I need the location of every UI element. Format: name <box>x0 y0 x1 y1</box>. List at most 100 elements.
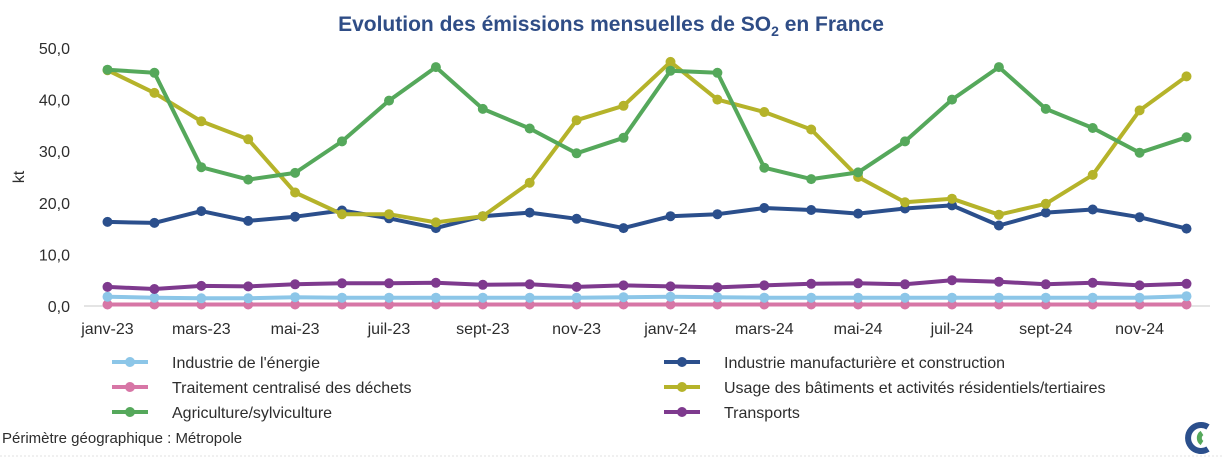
data-point <box>1087 277 1098 288</box>
data-point <box>571 148 582 159</box>
data-point <box>1134 212 1145 223</box>
data-point <box>290 187 301 198</box>
data-point <box>1040 198 1051 209</box>
data-point <box>947 275 957 286</box>
data-point <box>290 299 301 310</box>
data-point <box>900 136 910 147</box>
data-point <box>290 211 301 222</box>
chart-title-subscript: 2 <box>771 23 779 39</box>
data-point <box>618 132 629 143</box>
legend-item: Traitement centralisé des déchets <box>112 380 412 397</box>
x-tick-label: juil-24 <box>930 321 974 338</box>
data-point <box>665 281 676 292</box>
x-tick-label: janv-23 <box>80 321 134 338</box>
y-tick-label: 10,0 <box>39 247 70 264</box>
data-point <box>571 115 582 126</box>
data-point <box>618 292 629 303</box>
series-1 <box>102 200 1192 234</box>
data-point <box>853 292 864 303</box>
data-point <box>1087 123 1098 133</box>
data-point <box>477 279 488 290</box>
legend-item: Usage des bâtiments et activités résiden… <box>664 380 1106 397</box>
data-point <box>524 123 535 134</box>
data-point <box>665 211 676 222</box>
x-tick-labels: janv-23 mars-23 mai-23 juil-23 sept-23 nov-23… <box>80 321 1164 338</box>
data-point <box>993 209 1004 220</box>
x-tick-label: nov-23 <box>552 321 601 338</box>
data-point <box>149 284 160 294</box>
data-point <box>900 292 910 303</box>
y-tick-labels: 0,0 10,0 20,0 30,0 40,0 50,0 <box>39 41 70 316</box>
data-point <box>806 124 817 135</box>
legend-swatch-marker <box>677 407 687 417</box>
data-point <box>477 103 488 114</box>
legend-label: Agriculture/sylviculture <box>172 405 332 422</box>
data-point <box>993 292 1004 303</box>
data-point <box>337 209 347 220</box>
data-point <box>290 167 301 178</box>
data-point <box>759 203 770 213</box>
data-point <box>1181 132 1192 143</box>
data-point <box>712 292 723 303</box>
data-point <box>102 216 113 227</box>
data-point <box>524 279 535 290</box>
data-point <box>618 299 629 310</box>
data-point <box>1087 292 1098 303</box>
data-point <box>1087 169 1098 180</box>
legend-swatch-marker <box>125 357 135 367</box>
data-point <box>149 217 160 228</box>
data-point <box>947 94 957 105</box>
data-point <box>759 162 770 173</box>
chart-title: Evolution des émissions mensuelles de SO… <box>338 13 884 39</box>
data-point <box>665 299 676 310</box>
data-point <box>806 278 817 289</box>
data-point <box>900 197 910 208</box>
data-point <box>196 206 207 217</box>
data-point <box>243 281 254 292</box>
data-point <box>571 213 582 224</box>
x-tick-label: juil-23 <box>367 321 411 338</box>
data-point <box>1134 105 1145 116</box>
x-tick-label: mai-23 <box>271 321 320 338</box>
data-point <box>571 292 582 303</box>
legend-swatch-marker <box>125 382 135 392</box>
legend-item: Industrie manufacturière et construction <box>664 355 1005 372</box>
data-point <box>430 292 441 303</box>
data-point <box>853 208 864 219</box>
data-point <box>1181 291 1192 302</box>
data-point <box>102 299 113 310</box>
data-point <box>900 279 910 290</box>
data-point <box>524 292 535 303</box>
data-point <box>337 136 347 147</box>
data-point <box>806 205 817 215</box>
data-point <box>665 291 676 302</box>
data-point <box>290 279 301 290</box>
data-point <box>477 211 488 222</box>
data-point <box>1134 147 1145 158</box>
y-axis-label: kt <box>11 170 28 183</box>
legend-label: Usage des bâtiments et activités résiden… <box>724 380 1106 397</box>
series-3 <box>102 56 1192 228</box>
data-point <box>384 278 394 289</box>
logo-arc-blue <box>1185 422 1210 454</box>
data-point <box>712 209 723 220</box>
x-tick-label: mars-23 <box>172 321 231 338</box>
series-2 <box>102 299 1192 310</box>
circular-arrows-logo <box>1185 422 1210 454</box>
data-point <box>243 293 254 304</box>
series-line <box>105 203 1189 231</box>
data-point <box>524 177 535 188</box>
legend-swatch-marker <box>677 357 687 367</box>
data-point <box>430 217 441 228</box>
series-line <box>105 59 1189 225</box>
data-point <box>1134 280 1145 291</box>
legend-label: Traitement centralisé des déchets <box>172 380 412 397</box>
legend-item: Transports <box>664 405 800 422</box>
data-point <box>806 292 817 303</box>
legend-label: Industrie de l'énergie <box>172 355 320 372</box>
data-point <box>337 292 347 303</box>
data-point <box>618 280 629 291</box>
data-point <box>243 134 254 145</box>
data-point <box>1040 207 1051 218</box>
series-line <box>105 294 1189 301</box>
